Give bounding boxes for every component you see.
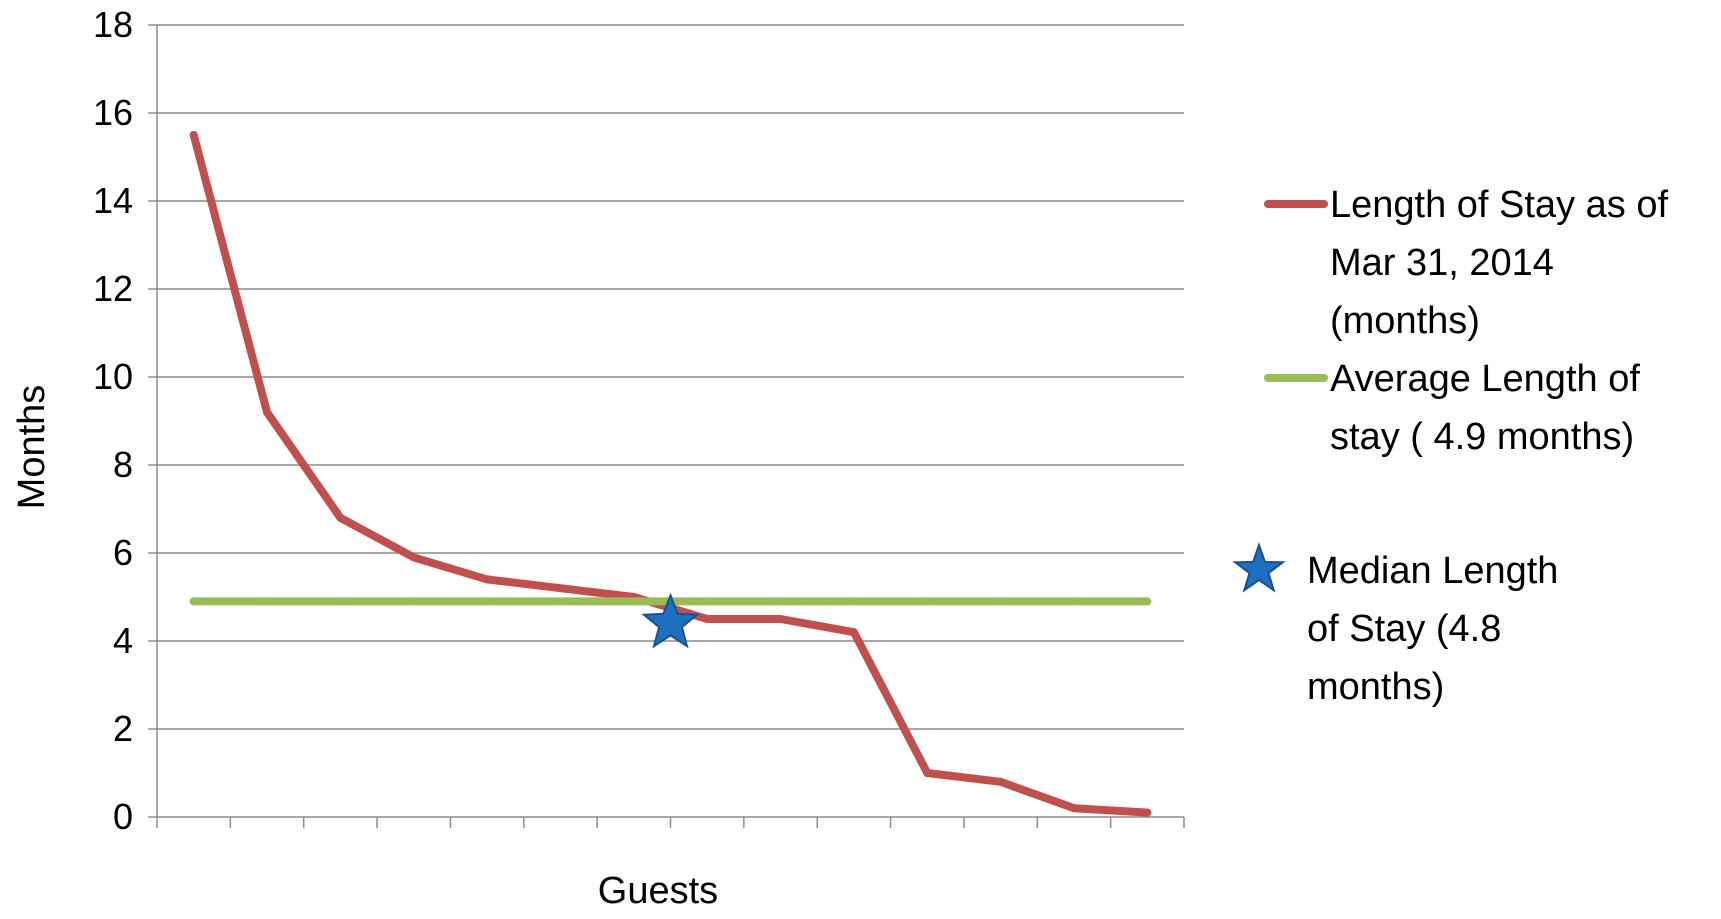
legend-label-median: months) [1307,666,1444,708]
legend-label-2: stay ( 4.9 months) [1330,416,1634,458]
y-tick-label: 16 [93,92,133,133]
y-tick-label: 18 [93,4,133,45]
series-1-point [776,615,785,623]
y-tick-label: 2 [113,708,133,749]
legend-label-1: Mar 31, 2014 [1330,242,1554,284]
series-2-point [629,597,638,606]
series-1-point [556,584,565,593]
series-2-point [189,597,198,606]
series-1-point [336,513,345,522]
legend-label-1: (months) [1330,300,1480,342]
series-2-point [1069,597,1078,606]
y-tick-label: 10 [93,356,133,397]
series-2-point [409,597,418,606]
series-1-point [703,615,712,623]
y-tick-label: 14 [93,180,133,221]
y-tick-label: 12 [93,268,133,309]
y-axis-title: Months [11,385,53,510]
axes [148,24,1185,828]
series-1-point [409,553,418,562]
series-2-point [556,597,565,606]
legend-label-2: Average Length of [1330,358,1640,400]
series-2-point [263,597,272,606]
markers [641,592,700,649]
series-1-point [996,777,1005,786]
y-tick-label: 8 [113,444,133,485]
legend-star-icon [1232,541,1286,593]
series-2-point [336,597,345,606]
series-2-point [483,597,492,606]
series-2-point [776,597,785,606]
series-1-point [189,131,198,139]
legend-label-median: of Stay (4.8 [1307,608,1501,650]
series-line-1 [189,131,1152,817]
series-1-point [263,408,272,417]
series [189,131,1152,817]
legend-label-1: Length of Stay as of [1330,184,1668,226]
legend: Length of Stay as of Mar 31, 2014 (months)… [1232,184,1668,708]
series-1-point [849,628,858,637]
y-tick-label: 0 [113,796,133,837]
series-2-point [1143,597,1152,606]
tick-labels: 0 2 4 6 8 10 12 14 16 18 [93,4,133,837]
median-star-marker [641,592,700,649]
legend-label-median: Median Length [1307,550,1558,592]
series-2-point [849,597,858,606]
series-2-point [923,597,932,606]
y-tick-label: 6 [113,532,133,573]
series-1-point [1069,804,1078,813]
series-2-point [703,597,712,606]
series-1-point [483,575,492,584]
series-1-point [1143,808,1152,817]
series-1-point [923,769,932,777]
series-2-point [996,597,1005,606]
x-axis-title: Guests [598,870,718,912]
y-tick-label: 4 [113,620,133,661]
gridlines [157,24,1184,730]
